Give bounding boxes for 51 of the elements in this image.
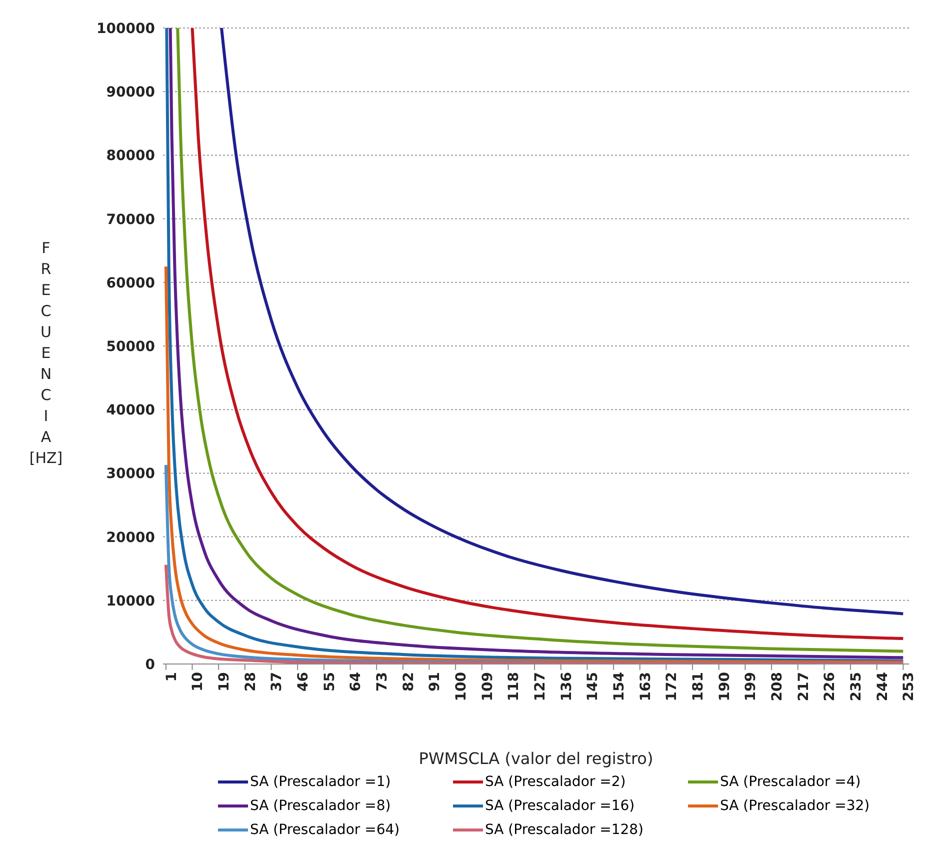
x-tick-label: 82 (400, 672, 417, 692)
x-tick-label: 100 (453, 672, 470, 702)
x-tick-label: 127 (532, 672, 548, 702)
x-tick-label: 226 (822, 672, 838, 702)
x-tick-label: 244 (874, 672, 891, 702)
x-tick-label: 217 (796, 672, 812, 702)
x-tick-label: 109 (480, 672, 496, 702)
x-tick-label: 172 (664, 672, 680, 702)
x-tick-label: 163 (638, 672, 654, 702)
x-tick-label: 145 (585, 672, 602, 702)
x-tick-label: 46 (296, 672, 312, 692)
x-tick-label: 73 (374, 672, 390, 692)
legend-label: SA (Prescalador =1) (250, 774, 391, 790)
x-tick-label: 37 (269, 672, 286, 692)
x-tick-label: 199 (743, 672, 760, 702)
y-tick-label: 0 (145, 656, 156, 673)
legend-label: SA (Prescalador =64) (250, 822, 400, 838)
legend-label: SA (Prescalador =8) (250, 798, 391, 814)
x-axis-title: PWMSCLA (valor del registro) (418, 749, 654, 768)
y-tick-label: 80000 (106, 148, 156, 164)
x-tick-label: 28 (242, 672, 259, 692)
x-tick-label: 91 (427, 672, 444, 692)
y-tick-label: 70000 (106, 212, 156, 228)
y-tick-label: 10000 (106, 593, 156, 610)
x-tick-label: 154 (611, 672, 628, 702)
legend-label: SA (Prescalador =128) (485, 822, 644, 838)
x-tick-label: 208 (769, 672, 786, 702)
y-tick-label: 30000 (106, 466, 156, 482)
x-tick-label: 10 (190, 672, 206, 692)
y-tick-label: 50000 (106, 338, 156, 355)
legend-label: SA (Prescalador =2) (485, 774, 626, 790)
y-tick-label: 100000 (96, 20, 156, 37)
x-tick-label: 64 (348, 672, 364, 692)
x-tick-label: 235 (848, 672, 864, 702)
x-tick-label: 190 (716, 672, 733, 702)
x-tick-label: 1 (164, 672, 180, 682)
x-tick-label: 136 (558, 672, 575, 702)
y-tick-label: 90000 (106, 84, 156, 101)
text: FRECUENCIA [HZ] (29, 239, 63, 467)
x-tick-label: 118 (506, 672, 522, 702)
x-tick-label: 181 (690, 672, 706, 702)
x-tick-label: 55 (322, 672, 338, 692)
y-tick-label: 40000 (106, 402, 156, 419)
line-series (164, 563, 905, 664)
legend-label: SA (Prescalador =4) (720, 774, 861, 790)
legend-label: SA (Prescalador =16) (485, 798, 635, 814)
x-tick-label: 253 (901, 672, 918, 702)
y-tick-label: 20000 (106, 530, 156, 546)
x-tick-label: 19 (216, 672, 233, 692)
legend-label: SA (Prescalador =32) (720, 798, 870, 814)
y-tick-label: 60000 (106, 275, 156, 292)
